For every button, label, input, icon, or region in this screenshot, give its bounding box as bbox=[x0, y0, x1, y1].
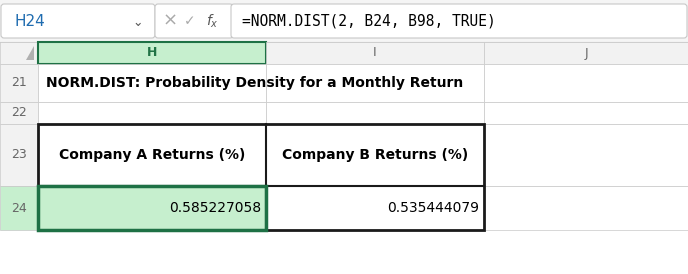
Text: 23: 23 bbox=[11, 149, 27, 161]
Polygon shape bbox=[26, 46, 34, 60]
Text: 21: 21 bbox=[11, 76, 27, 90]
Bar bbox=[38, 42, 266, 64]
Bar bbox=[484, 64, 688, 102]
FancyBboxPatch shape bbox=[231, 4, 687, 38]
Bar bbox=[38, 186, 266, 230]
Bar bbox=[266, 42, 484, 64]
Bar bbox=[484, 186, 688, 230]
Text: ×: × bbox=[162, 12, 178, 30]
Bar bbox=[38, 102, 266, 124]
Bar bbox=[266, 124, 484, 186]
Bar bbox=[266, 64, 484, 102]
Text: ⌄: ⌄ bbox=[133, 16, 143, 28]
Text: J: J bbox=[584, 47, 588, 59]
Bar bbox=[38, 124, 484, 230]
Bar bbox=[484, 42, 688, 64]
Bar bbox=[38, 186, 266, 230]
Bar bbox=[0, 124, 38, 186]
Text: 24: 24 bbox=[11, 201, 27, 215]
Text: ✓: ✓ bbox=[184, 14, 196, 28]
Text: $f_x$: $f_x$ bbox=[206, 12, 218, 30]
Bar bbox=[266, 186, 484, 230]
FancyBboxPatch shape bbox=[1, 4, 155, 38]
FancyBboxPatch shape bbox=[155, 4, 233, 38]
Text: H: H bbox=[147, 47, 157, 59]
Text: H24: H24 bbox=[14, 13, 45, 28]
Bar bbox=[266, 102, 484, 124]
Bar bbox=[0, 42, 38, 64]
Bar bbox=[484, 124, 688, 186]
Bar bbox=[38, 124, 266, 186]
Bar bbox=[38, 64, 266, 102]
Text: =NORM.DIST(2, B24, B98, TRUE): =NORM.DIST(2, B24, B98, TRUE) bbox=[242, 13, 496, 28]
Text: NORM.DIST: Probability Density for a Monthly Return: NORM.DIST: Probability Density for a Mon… bbox=[46, 76, 463, 90]
Bar bbox=[484, 102, 688, 124]
Bar bbox=[0, 0, 688, 42]
Text: Company A Returns (%): Company A Returns (%) bbox=[58, 148, 245, 162]
Text: Company B Returns (%): Company B Returns (%) bbox=[282, 148, 468, 162]
Text: 0.585227058: 0.585227058 bbox=[169, 201, 261, 215]
Bar bbox=[0, 102, 38, 124]
Text: I: I bbox=[373, 47, 377, 59]
Bar bbox=[0, 186, 38, 230]
Text: 22: 22 bbox=[11, 107, 27, 119]
Text: 0.535444079: 0.535444079 bbox=[387, 201, 479, 215]
Bar bbox=[0, 64, 38, 102]
